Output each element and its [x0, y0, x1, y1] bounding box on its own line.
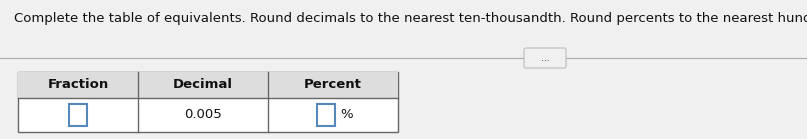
Bar [69, 104, 87, 126]
Bar [18, 72, 398, 98]
FancyBboxPatch shape [524, 48, 566, 68]
Text: Complete the table of equivalents. Round decimals to the nearest ten-thousandth.: Complete the table of equivalents. Round… [14, 12, 807, 25]
Text: ...: ... [541, 54, 550, 63]
Text: 0.005: 0.005 [184, 109, 222, 121]
Text: Decimal: Decimal [173, 79, 233, 91]
Text: Percent: Percent [304, 79, 362, 91]
Text: Fraction: Fraction [48, 79, 109, 91]
Text: %: % [340, 109, 353, 121]
Bar [317, 104, 335, 126]
Bar [18, 72, 398, 132]
